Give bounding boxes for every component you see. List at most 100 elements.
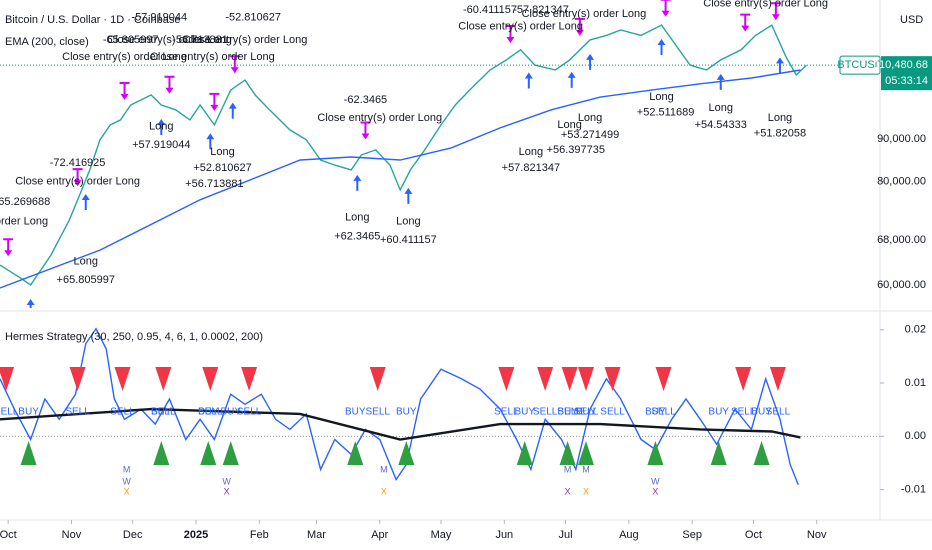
x-tick-label: Oct [745,529,762,541]
sell-triangle [735,367,752,391]
y-tick-label: 0.02 [905,324,926,336]
trade-annotation: Long [709,102,733,114]
y-tick-label: 90,000.00 [877,133,926,145]
trade-annotation: -60.411157 [463,4,517,16]
entry-arrow [206,133,215,150]
cross-marker: X [652,486,658,496]
trade-annotation: -52.810627 [225,12,281,24]
x-tick-label: Jul [559,529,573,541]
w-pattern: W [122,476,131,486]
entry-arrow [716,73,725,90]
entry-arrow [353,174,362,191]
entry-arrow [26,298,35,308]
entry-arrow [657,39,666,56]
buy-label: BUY [198,407,219,418]
trade-annotation: Long [519,146,543,158]
entry-arrow [228,102,237,119]
exit-arrow [209,92,220,111]
y-tick-label: 80,000.00 [877,175,926,187]
x-tick-label: May [431,529,452,541]
y-tick-label: 60,000.00 [877,279,926,291]
trade-annotation: Close entry(s) order Long [183,34,308,46]
trade-annotation: +56.713881 [185,178,243,190]
x-tick-label: Feb [250,529,269,541]
m-pattern: M [582,464,590,474]
exit-arrow [229,55,240,74]
buy-triangle [200,441,217,465]
x-tick-label: Mar [307,529,326,541]
sell-label: SELL [651,407,676,418]
buy-triangle [516,441,533,465]
trade-annotation: -65.805997 [103,34,159,46]
buy-triangle [222,441,239,465]
sell-label: SELL [237,407,262,418]
trade-annotation: -57.821347 [513,4,569,16]
sell-triangle [155,367,172,391]
buy-triangle [347,441,364,465]
price-line [0,24,807,286]
exit-arrow [119,81,130,100]
exit-arrow [505,25,516,44]
buy-triangle [710,441,727,465]
entry-arrow [524,72,533,89]
sell-triangle [114,367,131,391]
buy-label: BUY [151,407,172,418]
buy-label: BUY [645,407,666,418]
price-pane: -65.269688 Close entry(s) order Long -72.4… [0,0,880,308]
buy-triangle [153,441,170,465]
indicator-line [0,407,801,441]
y-tick-label: -0.01 [901,484,926,496]
entry-arrow [404,187,413,204]
buy-label: BUY [345,407,366,418]
trade-annotation: +62.3465 [334,231,380,243]
trade-annotation: +54.54333 [695,119,747,131]
trade-annotation: +53.271499 [561,129,619,141]
cross-marker: X [124,486,130,496]
indicator-pane: SELLSELLSELLSELLSELLSELLSELLSELLSELLSELL… [0,327,880,496]
buy-label: BUY [708,407,729,418]
buy-label: BUY [18,407,39,418]
cross-marker: X [381,486,387,496]
sell-label: SELL [600,407,625,418]
trade-annotation: Close entry(s) order Long [62,51,187,63]
entry-arrow [81,193,90,210]
x-tick-label: Jun [495,529,513,541]
trade-annotation: -57.919044 [131,12,187,24]
w-pattern: W [651,476,660,486]
trade-annotation: Close entry(s) order Long [522,8,647,20]
trade-annotation: Long [578,112,602,124]
exit-arrow [770,2,781,21]
m-pattern: M [123,464,131,474]
sell-triangle [498,367,515,391]
w-pattern: W [222,476,231,486]
trade-annotation: +57.919044 [132,139,190,151]
indicator-line [0,327,799,486]
x-tick-label: Aug [619,529,639,541]
trade-annotation: +60.411157 [380,234,437,246]
buy-label: BUY [396,407,417,418]
trade-annotation: -72.416925 [50,157,106,169]
buy-label: BUY [514,407,535,418]
exit-arrow [740,13,751,32]
x-tick-label: Sep [682,529,702,541]
sell-triangle [537,367,554,391]
sell-triangle [655,367,672,391]
symbol-label: BTCUSD [837,59,882,71]
trade-annotation: +51.82058 [754,128,806,140]
buy-triangle [647,441,664,465]
sell-label: SELL [110,407,135,418]
sell-label: SELL [533,407,558,418]
buy-triangle [20,441,37,465]
sell-label: SELL [557,407,582,418]
buy-label: BUY [751,407,772,418]
entry-arrow [775,57,784,74]
trade-annotation: +52.511689 [637,107,695,119]
currency-label: USD [900,14,923,26]
axes: 60,000.00 68,000.00 80,000.00 90,000.00 0.02… [0,55,932,541]
y-tick-label: 68,000.00 [877,234,926,246]
sell-label: SELL [365,407,390,418]
indicator-title: Hermes Strategy (30, 250, 0.95, 4, 6, 1,… [5,331,263,343]
buy-triangle [559,441,576,465]
trade-annotation: -56.713881 [172,34,228,46]
